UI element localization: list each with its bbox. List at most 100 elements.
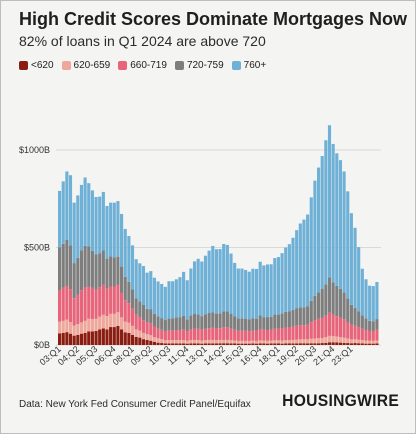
bar-segment — [309, 338, 313, 344]
bar-segment — [324, 315, 328, 338]
bar-segment — [203, 340, 208, 344]
bar-segment — [360, 340, 364, 344]
bar-segment — [87, 246, 91, 287]
bar-segment — [141, 320, 146, 333]
bar-segment — [368, 340, 372, 344]
bar-segment — [218, 313, 222, 329]
bar-segment — [302, 307, 306, 326]
bar-segment — [273, 340, 277, 344]
bar-segment — [72, 263, 76, 299]
bar-segment — [200, 340, 204, 344]
bar-segment — [229, 343, 233, 345]
y-tick-label: $500B — [24, 243, 50, 253]
bar-segment — [160, 318, 164, 330]
bar-segment — [127, 322, 131, 333]
bar-segment — [79, 322, 84, 334]
bar-segment — [98, 253, 102, 288]
bar-segment — [141, 305, 146, 321]
bar-segment — [171, 343, 175, 345]
bar-segment — [123, 228, 127, 277]
bar-segment — [324, 337, 328, 343]
bar-segment — [68, 289, 73, 322]
bar-segment — [65, 285, 69, 320]
bar-segment — [331, 282, 335, 315]
bar-segment — [316, 292, 321, 319]
bar-segment — [152, 277, 156, 314]
bar-segment — [313, 180, 317, 296]
bar-segment — [225, 339, 229, 344]
bar-segment — [320, 288, 324, 318]
bar-segment — [291, 309, 295, 327]
bar-segment — [87, 183, 91, 247]
legend-swatch — [19, 61, 28, 70]
bar-segment — [116, 256, 120, 285]
bar-segment — [342, 319, 346, 338]
bar-segment — [171, 318, 175, 331]
bar-segment — [90, 250, 94, 288]
bar-segment — [185, 331, 189, 341]
bar-segment — [87, 286, 91, 319]
bar-segment — [236, 330, 240, 341]
bar-segment — [258, 329, 262, 341]
bar-segment — [192, 328, 197, 340]
bar-segment — [368, 330, 372, 341]
legend-label: 620-659 — [73, 60, 111, 71]
bar-segment — [233, 340, 237, 344]
legend-label: 760+ — [243, 60, 267, 71]
bar-segment — [306, 306, 310, 325]
bar-segment — [302, 339, 306, 344]
bar-segment — [203, 314, 208, 329]
legend-item-720-759: 720-759 — [174, 60, 224, 71]
bar-segment — [130, 245, 135, 290]
bar-segment — [207, 250, 211, 314]
bar-segment — [342, 171, 346, 293]
bar-segment — [313, 338, 317, 344]
bar-segment — [68, 333, 73, 345]
bar-segment — [265, 340, 270, 344]
bar-segment — [182, 340, 186, 344]
bar-segment — [123, 321, 127, 333]
bar-segment — [178, 317, 182, 330]
bar-segment — [72, 202, 76, 264]
bar-segment — [174, 329, 178, 341]
bar-segment — [94, 254, 98, 290]
bar-segment — [211, 339, 215, 344]
bar-segment — [167, 281, 171, 319]
bar-segment — [149, 309, 153, 324]
bar-segment — [375, 343, 379, 345]
bar-segment — [284, 247, 288, 312]
bar-segment — [72, 298, 76, 326]
bar-segment — [273, 343, 277, 345]
y-tick-label: $1000B — [19, 145, 50, 155]
bar-segment — [269, 264, 273, 317]
bar-segment — [105, 329, 109, 345]
bar-segment — [251, 330, 255, 341]
bar-segment — [134, 336, 138, 345]
bar-segment — [112, 202, 116, 258]
bar-segment — [178, 343, 182, 345]
legend-item-620-659: 620-659 — [61, 60, 111, 71]
bar-segment — [145, 322, 149, 335]
bar-segment — [222, 327, 226, 340]
bar-segment — [276, 340, 280, 344]
bar-segment — [98, 329, 102, 345]
bar-segment — [156, 338, 160, 343]
bar-segment — [287, 340, 291, 344]
bar-segment — [225, 311, 229, 328]
bar-segment — [353, 339, 357, 344]
bar-segment — [273, 258, 277, 315]
bar-segment — [309, 300, 313, 323]
bar-segment — [98, 287, 102, 317]
bar-segment — [171, 281, 175, 319]
bar-segment — [167, 343, 171, 345]
bar-segment — [258, 343, 262, 345]
bar-segment — [353, 307, 357, 326]
bar-segment — [222, 343, 226, 345]
bar-segment — [240, 330, 244, 341]
bar-segment — [211, 245, 215, 313]
bar-segment — [192, 343, 197, 345]
bar-segment — [192, 339, 197, 344]
bar-segment — [327, 125, 332, 278]
bar-segment — [61, 181, 65, 244]
